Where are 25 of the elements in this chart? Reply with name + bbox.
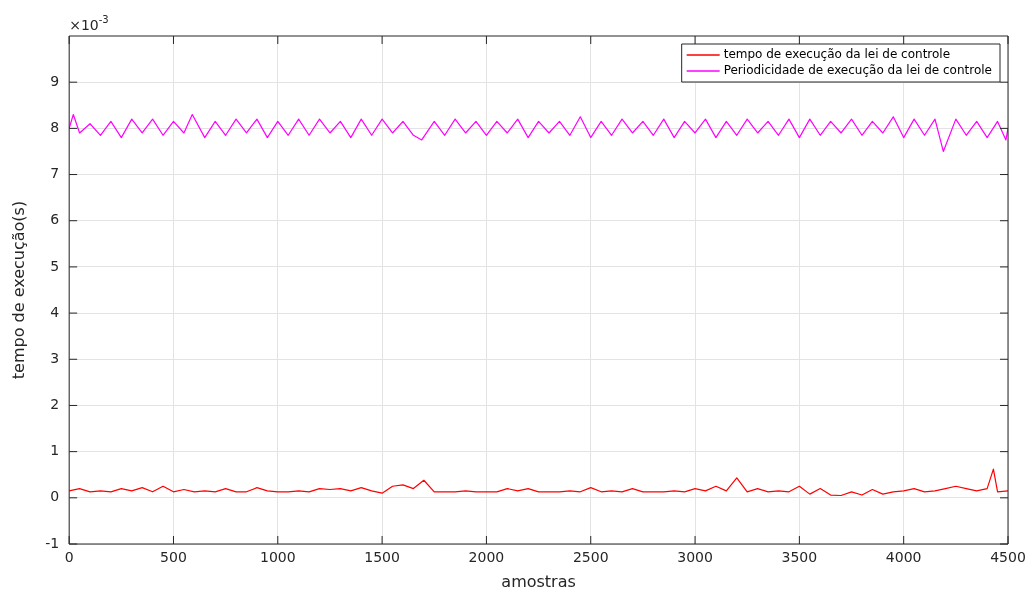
x-tick-label: 500	[160, 549, 187, 566]
x-axis-title: amostras	[501, 571, 576, 591]
y-tick-label: 9	[50, 72, 60, 89]
x-tick-label: 2000	[468, 549, 505, 566]
y-tick-label: 7	[50, 165, 60, 182]
y-tick-label: 2	[50, 396, 60, 413]
y-tick-label: 5	[50, 257, 60, 274]
x-tick-label: 0	[64, 549, 74, 566]
x-tick-label: 1500	[364, 549, 400, 566]
y-tick-label: -1	[45, 534, 60, 551]
legend-label: tempo de execução da lei de controle	[723, 47, 951, 62]
x-tick-label: 4000	[885, 549, 922, 566]
y-axis-title: tempo de execução(s)	[8, 200, 28, 380]
y-tick-label: 1	[50, 442, 60, 459]
y-tick-label: 3	[50, 349, 60, 366]
x-tick-label: 3000	[677, 549, 713, 566]
x-tick-label: 1000	[259, 549, 296, 566]
x-tick-label: 2500	[572, 549, 609, 566]
legend-label: Periodicidade de execução da lei de controle	[723, 63, 992, 78]
y-tick-label: 8	[50, 119, 60, 135]
x-tick-label: 3500	[781, 549, 818, 566]
y-tick-label: 0	[50, 488, 60, 505]
x-tick-label: 4500	[990, 549, 1026, 566]
y-tick-label: 4	[50, 303, 60, 320]
y-tick-label: 6	[50, 211, 60, 228]
